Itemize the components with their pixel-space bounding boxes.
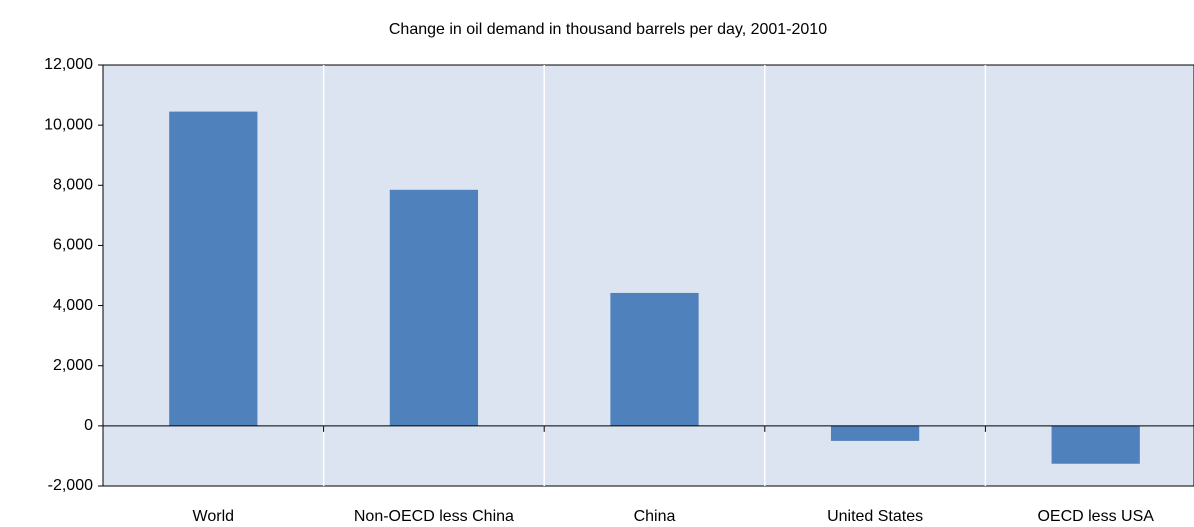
x-tick-label: World <box>193 508 235 525</box>
x-tick-label: China <box>634 508 676 525</box>
x-tick-label: Non-OECD less China <box>354 508 514 525</box>
y-tick-label: 10,000 <box>44 116 93 133</box>
bar <box>169 111 258 426</box>
y-tick-label: 0 <box>84 417 93 434</box>
y-tick-label: 8,000 <box>53 177 93 194</box>
y-tick-label: -2,000 <box>48 477 93 494</box>
x-tick-label: United States <box>827 508 923 525</box>
x-tick-label: OECD less USA <box>1037 508 1154 525</box>
y-tick-label: 4,000 <box>53 297 93 314</box>
bar <box>1051 425 1140 464</box>
y-tick-label: 2,000 <box>53 357 93 374</box>
y-tick-label: 12,000 <box>44 56 93 73</box>
bar <box>389 189 479 426</box>
bar <box>830 425 920 441</box>
chart-title: Change in oil demand in thousand barrels… <box>389 21 827 38</box>
y-tick-label: 6,000 <box>53 237 93 254</box>
bar <box>610 292 699 426</box>
